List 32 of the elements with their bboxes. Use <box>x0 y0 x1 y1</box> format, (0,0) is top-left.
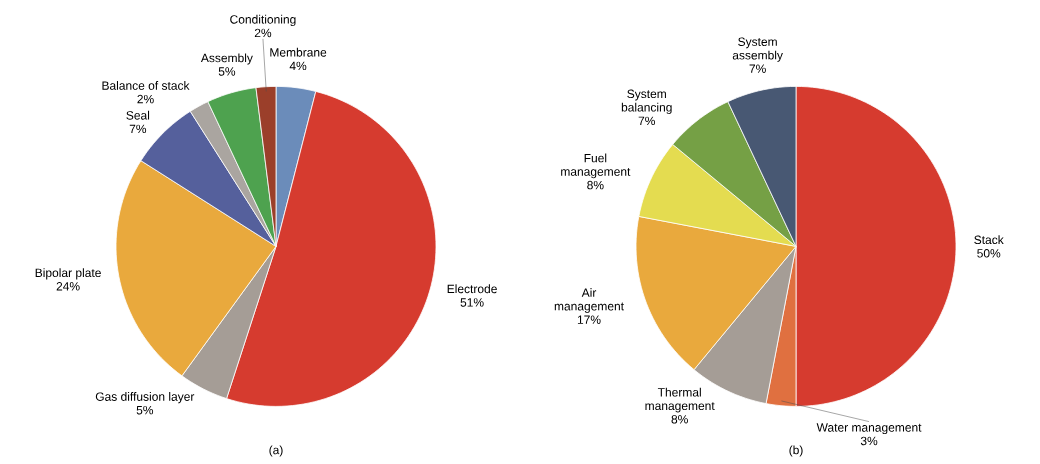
slice-label: Conditioning <box>230 14 296 27</box>
slice-label: Fuel management <box>561 153 631 179</box>
data-label: 7% <box>749 64 766 73</box>
text: (b) <box>789 445 803 457</box>
data-label: 4% <box>289 61 307 71</box>
slice-label: Thermal management <box>645 387 715 413</box>
data-label: 2% <box>254 28 272 38</box>
data-label: 17% <box>577 315 601 324</box>
data-label: 3% <box>860 436 878 446</box>
slice-label: Air management <box>554 288 624 313</box>
slice-label: Assembly <box>200 53 253 65</box>
data-label: 51% <box>460 298 484 307</box>
data-label: 7% <box>129 124 147 134</box>
data-label: 24% <box>56 282 80 291</box>
slice-label: Membrane <box>270 47 327 57</box>
text: (a) <box>269 445 283 457</box>
slice-label: System balancing <box>621 89 672 114</box>
slice-label: Gas diffusion layer <box>95 392 195 404</box>
slice-label: Balance of stack <box>102 81 190 90</box>
data-label: 50% <box>977 249 1001 258</box>
slice-label: Seal <box>126 110 150 120</box>
data-label: 5% <box>136 405 154 415</box>
slice-label: Electrode <box>447 284 497 294</box>
data-label: 8% <box>671 415 688 424</box>
data-label: 7% <box>638 116 655 126</box>
data-label: 8% <box>587 180 604 190</box>
slice-label: Stack <box>974 235 1004 245</box>
slice-label: System assembly <box>732 37 783 62</box>
data-label: 2% <box>137 94 154 104</box>
slice-label: Bipolar plate <box>35 268 101 280</box>
slice-label: Water management <box>816 423 922 435</box>
data-label: 5% <box>218 67 236 76</box>
